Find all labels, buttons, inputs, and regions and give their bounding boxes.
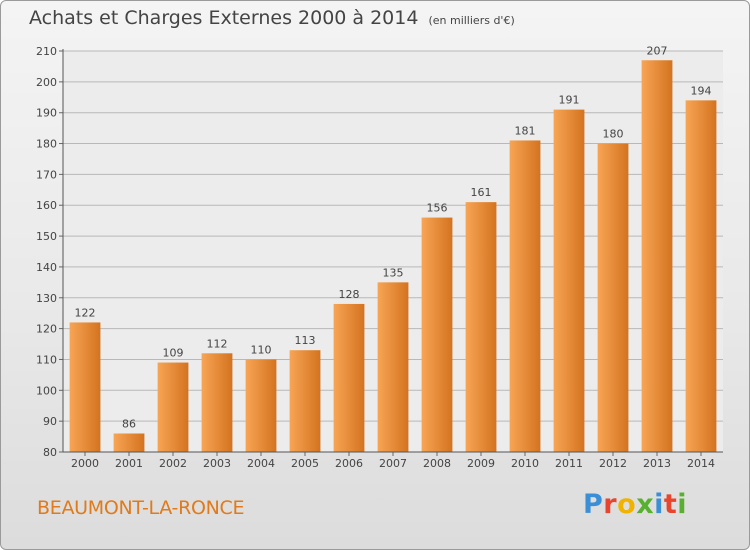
x-tick-label: 2010 [511, 457, 539, 470]
axis-layer: 8090100110120130140150160170180190200210… [36, 45, 723, 470]
bar [289, 350, 321, 452]
x-tick-label: 2001 [115, 457, 143, 470]
x-tick-label: 2011 [555, 457, 583, 470]
bar [201, 353, 233, 452]
data-label: 161 [471, 186, 492, 199]
x-tick-label: 2013 [643, 457, 671, 470]
data-label: 180 [603, 128, 624, 141]
x-tick-label: 2005 [291, 457, 319, 470]
bar [333, 303, 365, 452]
data-label: 122 [75, 306, 96, 319]
y-tick-label: 120 [36, 323, 57, 336]
x-tick-label: 2003 [203, 457, 231, 470]
y-tick-label: 130 [36, 292, 57, 305]
x-tick-label: 2014 [687, 457, 715, 470]
chart-subtitle: (en milliers d'€) [428, 14, 515, 27]
logo-letter: P [583, 489, 604, 520]
y-tick-label: 200 [36, 76, 57, 89]
y-tick-label: 100 [36, 384, 57, 397]
y-tick-label: 160 [36, 199, 57, 212]
data-label: 112 [207, 337, 228, 350]
data-label: 109 [163, 347, 184, 360]
proxiti-logo[interactable]: Proxiti [583, 489, 687, 520]
bar-layer [69, 60, 717, 453]
x-tick-label: 2000 [71, 457, 99, 470]
x-tick-label: 2009 [467, 457, 495, 470]
logo-letter: i [654, 489, 664, 520]
bar [157, 362, 189, 452]
y-tick-label: 190 [36, 107, 57, 120]
x-tick-label: 2006 [335, 457, 363, 470]
y-tick-label: 90 [43, 415, 57, 428]
data-label: 113 [295, 334, 316, 347]
bar [641, 60, 673, 452]
label-layer: 122 86 109 112 110 113 128 135 156 161 181 191 180 20… [75, 44, 712, 430]
bar [377, 282, 409, 452]
bar [465, 202, 497, 452]
bar [421, 217, 453, 452]
bar [245, 359, 277, 452]
x-tick-label: 2004 [247, 457, 275, 470]
y-tick-label: 80 [43, 446, 57, 459]
data-label: 181 [515, 124, 536, 137]
logo-letter: i [677, 489, 688, 520]
x-tick-label: 2007 [379, 457, 407, 470]
y-tick-label: 170 [36, 168, 57, 181]
title-row: Achats et Charges Externes 2000 à 2014 (e… [29, 7, 515, 29]
data-label: 191 [559, 94, 580, 107]
bar [597, 143, 629, 453]
data-label: 194 [691, 84, 712, 97]
y-tick-label: 140 [36, 261, 57, 274]
data-label: 110 [251, 343, 272, 356]
logo-letter: t [663, 489, 678, 520]
x-tick-label: 2008 [423, 457, 451, 470]
x-tick-label: 2002 [159, 457, 187, 470]
bar [685, 100, 717, 452]
logo-letter: x [636, 489, 655, 520]
y-tick-label: 210 [36, 45, 57, 58]
x-tick-label: 2012 [599, 457, 627, 470]
y-tick-label: 110 [36, 353, 57, 366]
data-label: 128 [339, 288, 360, 301]
logo-letter: o [617, 489, 637, 520]
city-name: BEAUMONT-LA-RONCE [37, 497, 245, 519]
bar-chart: 122 86 109 112 110 113 128 135 156 161 181 191 180 20… [36, 44, 723, 470]
data-label: 156 [427, 202, 448, 215]
data-label: 207 [647, 44, 668, 57]
logo-letter: r [603, 489, 618, 520]
data-label: 135 [383, 266, 404, 279]
bar [113, 433, 145, 452]
bar [553, 109, 585, 452]
data-label: 86 [122, 417, 136, 430]
bar [509, 140, 541, 452]
y-tick-label: 150 [36, 230, 57, 243]
bar [69, 322, 101, 452]
y-tick-label: 180 [36, 138, 57, 151]
chart-title: Achats et Charges Externes 2000 à 2014 [29, 7, 419, 29]
